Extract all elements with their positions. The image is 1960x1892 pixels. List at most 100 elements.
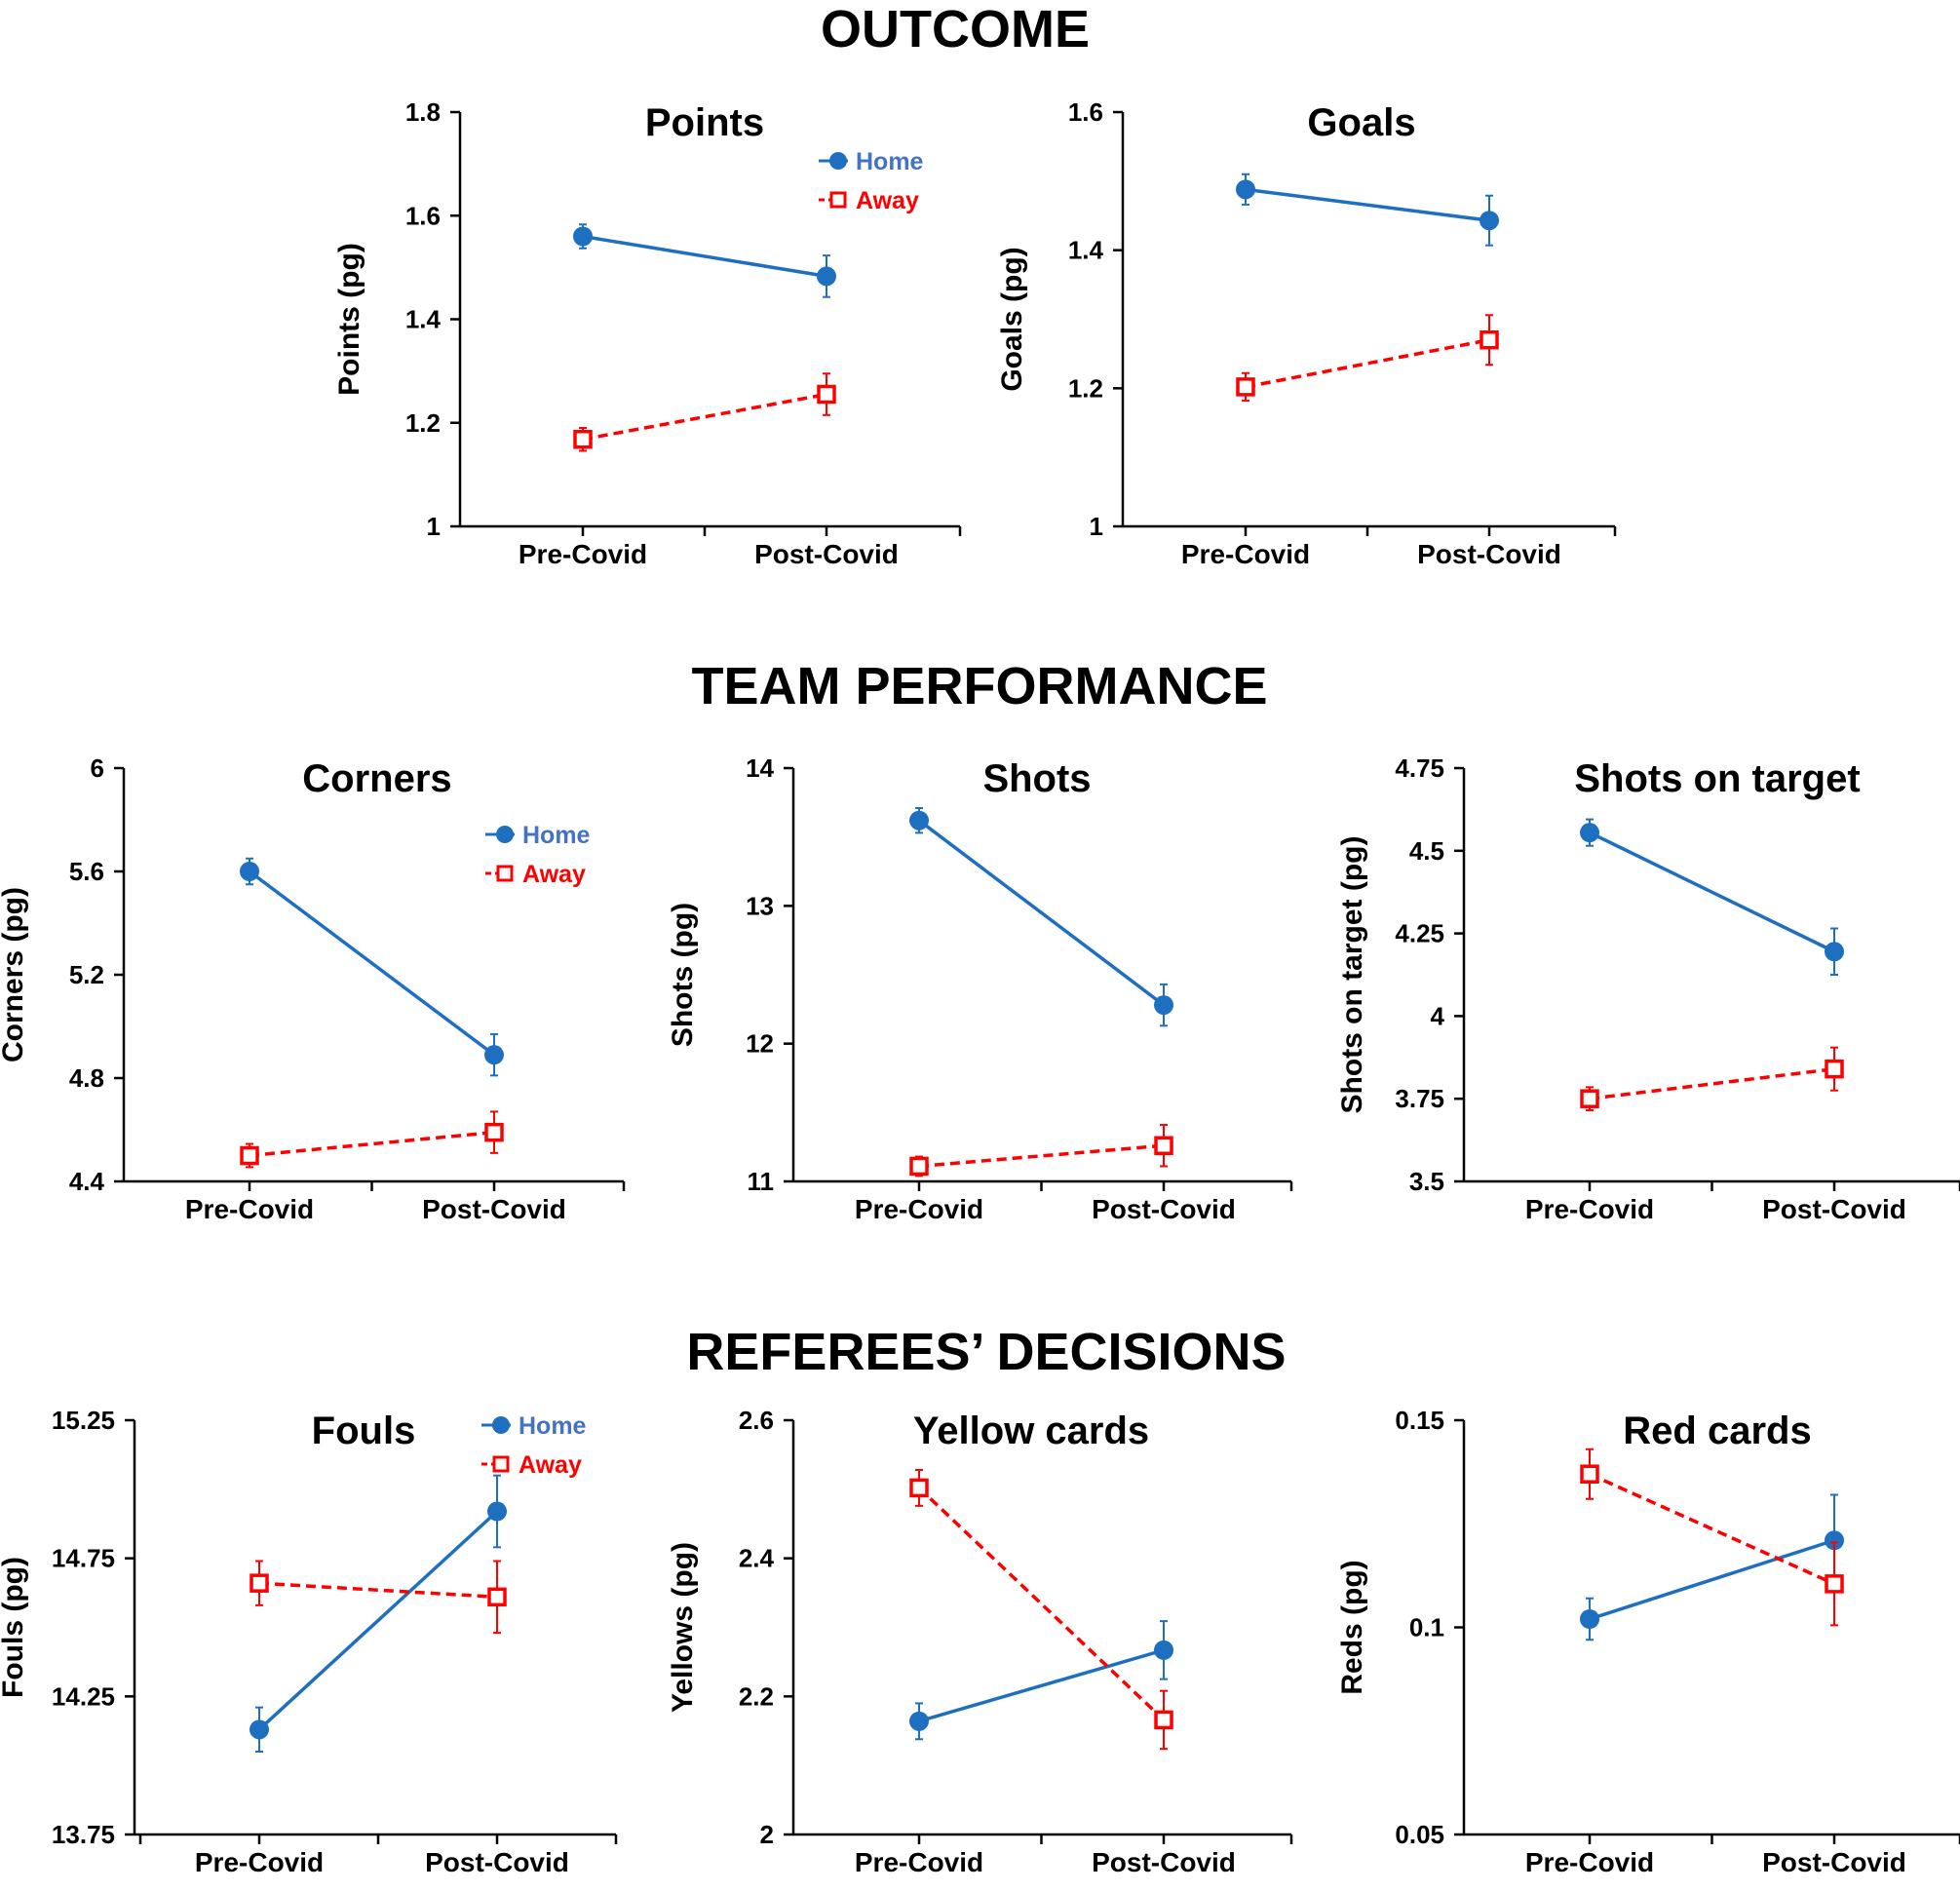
data-point-away [1236, 377, 1255, 397]
y-axis-label: Yellows (pg) [667, 1542, 699, 1713]
series-line-away [258, 1581, 498, 1600]
chart-panel-fouls: 13.75 14.25 14.75 15.25 Pre-Covid Post-Covid F… [0, 1406, 618, 1877]
legend: Home Away [485, 822, 591, 888]
legend: Home Away [819, 148, 924, 214]
data-point-home [1154, 1640, 1173, 1660]
y-tick-label: 12 [746, 1029, 774, 1059]
y-tick-label: 14.75 [52, 1544, 115, 1573]
chart-title: Points [645, 101, 764, 144]
y-tick-label: 4.8 [69, 1063, 104, 1093]
section-title-outcome: OUTCOME [821, 0, 1090, 58]
series-line-away [917, 1487, 1166, 1721]
series-line-away [249, 1130, 495, 1158]
x-tick-label-post-covid: Post-Covid [1092, 1194, 1236, 1224]
data-point-away [484, 1122, 504, 1142]
data-point-away [1580, 1464, 1599, 1484]
y-tick-label: 1.4 [1068, 236, 1104, 265]
data-point-home [817, 266, 836, 287]
data-point-away [1480, 330, 1499, 350]
chart-panel-goals: 1 1.2 1.4 1.6 Pre-Covid Post-Covid Goals Goals … [996, 97, 1617, 569]
y-tick-label: 3.5 [1409, 1167, 1444, 1196]
data-point-away [487, 1587, 507, 1607]
y-tick-label: 5.6 [69, 857, 104, 886]
data-point-home [1825, 1530, 1844, 1551]
x-tick-label-pre-covid: Pre-Covid [519, 539, 647, 569]
series-line-home [1245, 187, 1490, 222]
y-axis-label: Fouls (pg) [0, 1557, 29, 1698]
x-tick-label-post-covid: Post-Covid [1092, 1847, 1236, 1877]
data-point-away [240, 1145, 259, 1166]
series-line-away [582, 392, 827, 442]
data-point-away [1154, 1136, 1173, 1156]
y-tick-label: 1.8 [405, 97, 441, 127]
y-tick-label: 14 [746, 753, 774, 783]
x-tick-label-pre-covid: Pre-Covid [1525, 1194, 1654, 1224]
y-tick-label: 13 [746, 891, 774, 920]
data-point-away [250, 1573, 269, 1593]
legend-marker-away [829, 191, 847, 209]
data-point-away [1825, 1059, 1844, 1079]
data-point-away [573, 430, 593, 449]
series-line-away [1245, 338, 1490, 389]
y-tick-label: 4.5 [1409, 836, 1444, 866]
y-axis-label: Points (pg) [333, 243, 365, 396]
chart-title: Red cards [1623, 1409, 1811, 1452]
y-tick-label: 4 [1431, 1001, 1445, 1030]
legend-marker-home [829, 152, 847, 170]
y-tick-label: 1.6 [1068, 97, 1103, 127]
chart-title: Goals [1307, 101, 1415, 144]
y-tick-label: 1.6 [405, 201, 441, 230]
x-tick-label-pre-covid: Pre-Covid [855, 1847, 983, 1877]
legend-marker-away [492, 1455, 510, 1473]
x-tick-label-pre-covid: Pre-Covid [1525, 1847, 1654, 1877]
y-tick-label: 3.75 [1395, 1084, 1444, 1113]
chart-title: Yellow cards [913, 1409, 1149, 1452]
chart-title: Shots [982, 757, 1091, 800]
y-axis-label: Goals (pg) [996, 247, 1028, 391]
data-point-away [1154, 1710, 1173, 1730]
legend-label-away: Away [519, 1451, 582, 1479]
x-tick-label-post-covid: Post-Covid [425, 1847, 569, 1877]
y-axis-label: Corners (pg) [0, 887, 29, 1062]
x-tick-label-pre-covid: Pre-Covid [1181, 539, 1310, 569]
legend-marker-away [496, 865, 514, 882]
y-tick-label: 2.4 [739, 1544, 775, 1573]
chart-title: Shots on target [1574, 757, 1860, 800]
data-point-away [1580, 1089, 1599, 1108]
series-line-home [1589, 1538, 1835, 1621]
data-point-away [909, 1478, 929, 1498]
data-point-home [909, 1711, 929, 1731]
y-tick-label: 4.75 [1395, 753, 1444, 783]
legend: Home Away [481, 1412, 587, 1479]
series-line-away [1589, 1066, 1835, 1100]
y-tick-label: 4.4 [69, 1167, 105, 1196]
chart-panel-shots-on-target: 3.5 3.75 4 4.25 4.5 4.75 Pre-Covid Post-Covid Sh… [1336, 753, 1960, 1224]
legend-marker-home [492, 1416, 510, 1434]
series-line-home [1589, 830, 1835, 953]
y-tick-label: 2.6 [739, 1406, 774, 1435]
data-point-away [909, 1156, 929, 1177]
x-tick-label-pre-covid: Pre-Covid [185, 1194, 314, 1224]
y-tick-label: 15.25 [52, 1406, 115, 1435]
y-tick-label: 13.75 [52, 1820, 115, 1849]
legend-label-away: Away [522, 861, 586, 888]
series-line-home [248, 869, 496, 1057]
chart-panel-red-cards: 0.05 0.1 0.15 Pre-Covid Post-Covid Red cards R… [1336, 1406, 1960, 1877]
series-line-away [1589, 1472, 1835, 1586]
data-point-home [1825, 942, 1844, 962]
x-tick-label-post-covid: Post-Covid [422, 1194, 566, 1224]
y-tick-label: 1.2 [1068, 373, 1103, 403]
series-line-home [917, 819, 1166, 1007]
section-title-referees-decisions: REFEREES’ DECISIONS [686, 1323, 1286, 1381]
y-tick-label: 0.1 [1409, 1613, 1444, 1642]
y-axis-label: Shots on target (pg) [1336, 836, 1368, 1114]
x-tick-label-pre-covid: Pre-Covid [855, 1194, 983, 1224]
chart-panel-points: 1 1.2 1.4 1.6 1.8 Pre-Covid Post-Covid Points Po… [333, 97, 962, 569]
y-tick-label: 5.2 [69, 960, 104, 989]
data-point-home [487, 1501, 507, 1522]
chart-panel-corners: 4.4 4.8 5.2 5.6 6 Pre-Covid Post-Covid Corners C… [0, 753, 626, 1224]
data-point-home [250, 1719, 269, 1740]
chart-title: Fouls [312, 1409, 416, 1452]
data-point-home [1580, 1609, 1599, 1629]
